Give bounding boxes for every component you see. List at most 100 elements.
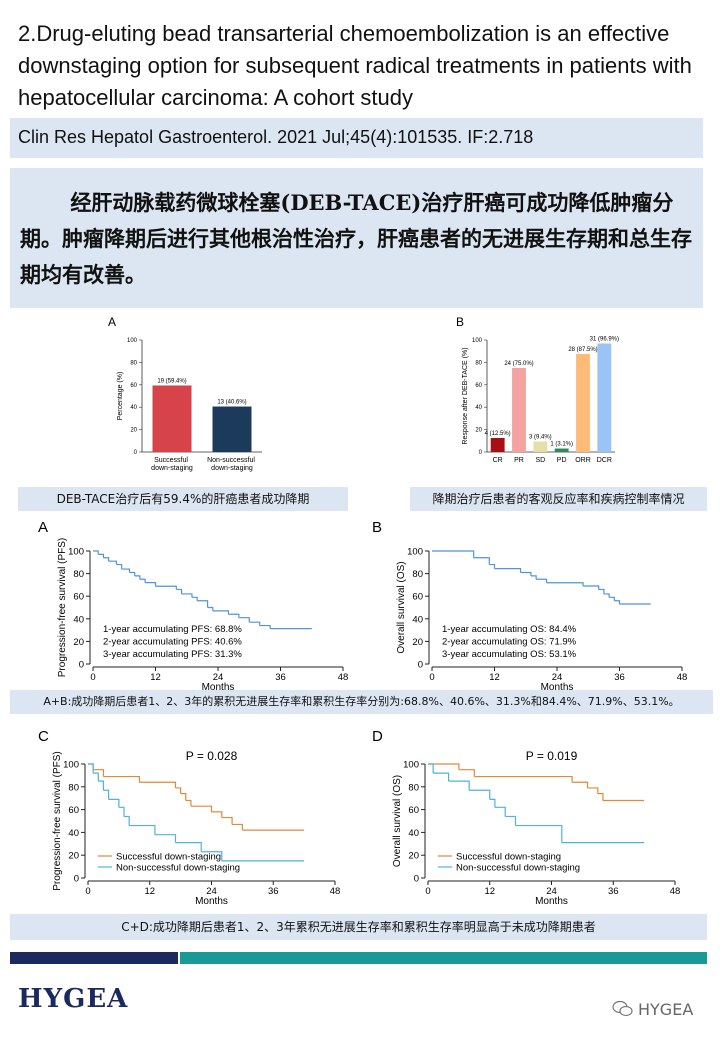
x-tick-label: 48 xyxy=(677,672,688,683)
x-axis-label: Months xyxy=(535,896,568,907)
x-tick-label: SD xyxy=(535,457,545,464)
y-tick-label: 100 xyxy=(403,760,419,771)
survival-step xyxy=(139,781,177,788)
value-label: 24 (75.0%) xyxy=(504,361,533,367)
x-tick-label: 48 xyxy=(670,886,681,897)
survival-step xyxy=(103,775,141,783)
y-tick-label: 20 xyxy=(475,428,482,434)
x-tick-label: CR xyxy=(493,457,503,464)
y-tick-label: 60 xyxy=(68,805,79,816)
survival-step xyxy=(175,787,182,794)
x-tick-label: 24 xyxy=(552,672,563,683)
x-tick-label: 12 xyxy=(144,886,155,897)
panel-label: A xyxy=(38,519,48,536)
y-tick-label: 20 xyxy=(408,851,419,862)
annotation: 1-year accumulating OS: 84.4% xyxy=(442,624,577,635)
x-tick-label: 36 xyxy=(275,672,286,683)
x-tick-label: 0 xyxy=(429,672,434,683)
y-tick-label: 80 xyxy=(73,569,84,580)
y-tick-label: 40 xyxy=(408,828,419,839)
survival-step xyxy=(93,769,105,777)
y-tick-label: 40 xyxy=(412,614,423,625)
survival-step xyxy=(191,596,198,601)
y-tick-label: 100 xyxy=(407,547,423,558)
value-label: 31 (96.9%) xyxy=(590,336,619,342)
y-tick-label: 20 xyxy=(73,637,84,648)
survival-step xyxy=(238,617,250,623)
survival-step xyxy=(609,596,615,601)
survival-step xyxy=(259,624,271,629)
y-axis-label: Progression-free survival (PFS) xyxy=(57,538,68,677)
panel-label: B xyxy=(456,315,464,329)
survival-step xyxy=(458,769,475,777)
annotation: 2-year accumulating OS: 71.9% xyxy=(442,637,577,648)
y-axis-label: Progression-free survival (PFS) xyxy=(52,751,63,890)
logo: HYGEA xyxy=(18,984,129,1014)
x-tick-label: 36 xyxy=(614,672,625,683)
y-tick-label: 40 xyxy=(68,828,79,839)
survival-step xyxy=(139,578,146,583)
value-label: 1 (3.1%) xyxy=(550,442,573,448)
survival-step xyxy=(207,606,214,611)
survival-step xyxy=(603,593,610,598)
value-label: 13 (40.6%) xyxy=(217,400,246,406)
y-tick-label: 0 xyxy=(74,874,79,885)
caption: 降期治疗后患者的客观反应率和疾病控制率情况 xyxy=(410,487,707,511)
survival-step xyxy=(134,575,141,580)
x-tick-label: 0 xyxy=(90,672,95,683)
survival-step xyxy=(448,780,470,791)
y-tick-label: 80 xyxy=(130,360,137,366)
legend-label: Non-successful down-staging xyxy=(116,863,240,874)
y-tick-label: 80 xyxy=(412,569,423,580)
survival-step xyxy=(116,563,123,570)
survival-step xyxy=(572,781,589,788)
survival-step xyxy=(201,851,223,861)
survival-step xyxy=(93,772,99,782)
x-axis-label: Months xyxy=(541,682,574,693)
y-tick-label: 60 xyxy=(475,383,482,389)
x-tick-line: down-staging xyxy=(151,465,193,472)
survival-step xyxy=(185,799,192,807)
survival-step xyxy=(428,763,434,774)
survival-step xyxy=(98,553,105,558)
survival-step xyxy=(489,798,496,808)
x-tick-label: 12 xyxy=(489,672,500,683)
caption: C+D:成功降期后患者1、2、3年累积无进展生存率和累积生存率明显高于未成功降期… xyxy=(10,914,707,940)
survival-step xyxy=(505,815,517,826)
x-tick-label: Non-successful down-staging xyxy=(207,457,257,472)
survival-step xyxy=(145,582,157,587)
survival-step xyxy=(614,600,621,604)
panel-label: B xyxy=(372,519,382,536)
survival-step xyxy=(98,780,105,791)
survival-step xyxy=(211,811,223,818)
y-axis-label: Overall survival (OS) xyxy=(392,775,403,867)
survival-step xyxy=(474,775,573,783)
y-axis-label: Overall survival (OS) xyxy=(396,561,407,653)
panel-label: C xyxy=(38,728,49,745)
survival-step xyxy=(221,816,233,825)
bar xyxy=(152,385,192,452)
survival-step xyxy=(489,563,496,569)
x-tick-label: PD xyxy=(557,457,567,464)
survival-step xyxy=(598,588,605,594)
y-tick-label: 0 xyxy=(418,660,423,671)
annotation: P = 0.019 xyxy=(526,749,578,763)
survival-step xyxy=(597,793,604,801)
y-tick-label: 80 xyxy=(68,782,79,793)
caption: A+B:成功降期后患者1、2、3年的累积无进展生存率和累积生存率分别为:68.8… xyxy=(10,690,713,714)
survival-step xyxy=(515,824,563,843)
y-tick-label: 20 xyxy=(412,637,423,648)
caption: DEB-TACE治疗后有59.4%的肝癌患者成功降期 xyxy=(18,487,348,511)
footer-bar xyxy=(10,952,178,964)
x-tick-label: 24 xyxy=(546,886,557,897)
annotation: 2-year accumulating PFS: 40.6% xyxy=(103,637,242,648)
bar xyxy=(512,368,526,452)
survival-step xyxy=(546,582,584,587)
survival-step xyxy=(88,763,94,774)
y-tick-label: 80 xyxy=(475,360,482,366)
y-tick-label: 40 xyxy=(130,405,137,411)
x-tick-label: 36 xyxy=(608,886,619,897)
survival-step xyxy=(428,763,460,770)
legend-label: Successful down-staging xyxy=(456,852,561,863)
